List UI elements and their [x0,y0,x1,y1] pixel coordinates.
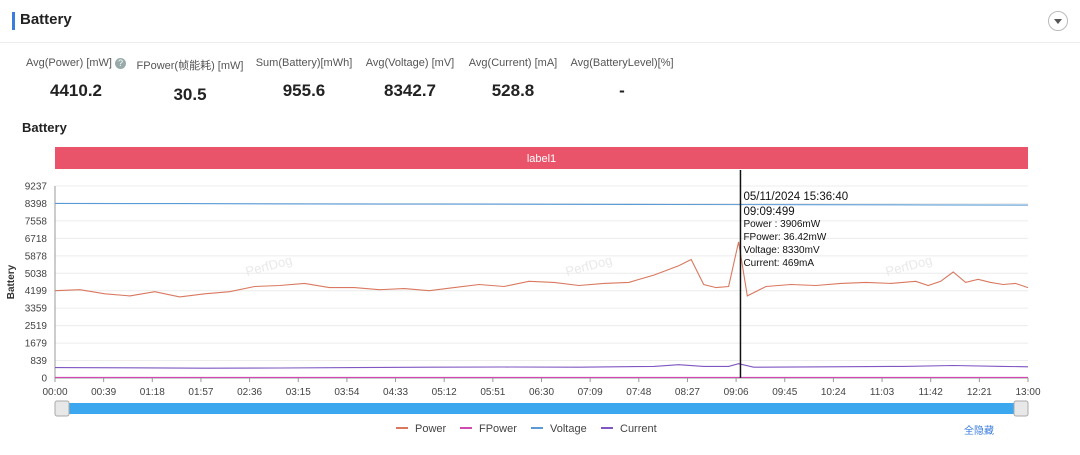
panel-header: Battery [0,0,1080,43]
hide-all-link[interactable]: 全隐藏 [964,426,994,437]
x-tick-label: 07:09 [578,387,603,398]
section-title: Battery [22,120,67,135]
x-tick-label: 08:27 [675,387,700,398]
series-line-voltage [54,202,1029,206]
y-tick-label: 5038 [25,269,48,280]
label-band[interactable] [55,147,1028,169]
series-line-current [54,363,1029,369]
stat-label: Avg(Power) [mW]? [16,57,136,69]
stat-label-text: Avg(Voltage) [mV] [365,57,455,69]
x-tick-label: 10:24 [821,387,846,398]
stat-3: Avg(Voltage) [mV] 8342.7 [350,57,470,101]
tooltip-line: Current: 469mA [743,258,814,269]
stat-label-text: Avg(BatteryLevel)[%] [570,57,674,69]
stat-value: 30.5 [173,85,207,104]
stat-value: 8342.7 [384,81,436,100]
x-tick-label: 11:42 [919,387,944,398]
stat-label-text: Sum(Battery)[mWh] [255,57,353,69]
range-slider-track[interactable] [63,403,1020,414]
x-tick-label: 03:54 [334,387,359,398]
x-tick-label: 13:00 [1015,387,1040,398]
stat-label: Avg(Current) [mA] [453,57,573,69]
stat-value: 4410.2 [50,81,102,100]
y-tick-label: 2519 [25,321,48,332]
y-tick-label: 0 [41,374,47,385]
stat-label: Sum(Battery)[mWh] [244,57,364,69]
y-tick-label: 8398 [25,199,48,210]
panel-title: Battery [20,11,72,28]
range-slider-handle-left[interactable] [54,400,70,417]
y-tick-label: 7558 [25,216,48,227]
y-tick-label: 9237 [25,182,48,193]
stat-label-text: Avg(Power) [mW] [26,57,112,69]
y-tick-label: 839 [30,356,47,367]
stat-1: FPower(帧能耗) [mW] 30.5 [130,57,250,105]
label-band-text: label1 [527,153,556,165]
stat-5: Avg(BatteryLevel)[%] - [562,57,682,101]
tooltip-line: Voltage: 8330mV [743,245,819,256]
series-line-power [54,241,1029,298]
x-tick-label: 01:57 [188,387,213,398]
x-tick-label: 01:18 [140,387,165,398]
header-accent-bar [12,12,15,30]
help-icon[interactable]: ? [114,57,126,69]
y-tick-label: 4199 [25,286,48,297]
legend-item-current[interactable]: Current [620,423,657,435]
x-tick-label: 05:51 [480,387,505,398]
y-tick-label: 1679 [25,339,48,350]
tooltip-line: 09:09:499 [743,206,794,218]
tooltip-line: 05/11/2024 15:36:40 [743,191,848,203]
tooltip-line: FPower: 36.42mW [743,232,826,243]
stat-label-text: FPower(帧能耗) [mW] [136,60,244,72]
stat-value: - [619,81,625,100]
x-tick-label: 00:39 [91,387,116,398]
x-tick-label: 11:03 [870,387,895,398]
y-tick-label: 6718 [25,234,48,245]
x-tick-label: 09:45 [772,387,797,398]
stat-4: Avg(Current) [mA] 528.8 [453,57,573,101]
legend-item-voltage[interactable]: Voltage [550,423,587,435]
y-axis-label: Battery [6,264,17,299]
x-tick-label: 07:48 [626,387,651,398]
x-tick-label: 09:06 [724,387,749,398]
x-tick-label: 02:36 [237,387,262,398]
x-tick-label: 04:33 [383,387,408,398]
stat-value: 955.6 [282,81,326,100]
stat-value: 528.8 [491,81,535,100]
x-tick-label: 05:12 [432,387,457,398]
legend-item-power[interactable]: Power [415,423,447,435]
stat-2: Sum(Battery)[mWh] 955.6 [244,57,364,101]
x-tick-label: 00:00 [42,387,67,398]
tooltip-line: Power : 3906mW [743,219,820,230]
chevron-down-icon [1054,19,1062,24]
stat-0: Avg(Power) [mW]? 4410.2 [16,57,136,101]
stat-label: Avg(Voltage) [mV] [350,57,470,69]
range-slider-handle-right[interactable] [1013,400,1029,417]
y-tick-label: 5878 [25,251,48,262]
stat-label: Avg(BatteryLevel)[%] [562,57,682,69]
legend-item-fpower[interactable]: FPower [479,423,517,435]
stat-label-text: Avg(Current) [mA] [468,57,558,69]
stat-label: FPower(帧能耗) [mW] [130,57,250,73]
x-tick-label: 03:15 [286,387,311,398]
y-tick-label: 3359 [25,304,48,315]
x-tick-label: 12:21 [967,387,992,398]
collapse-button[interactable] [1048,11,1068,31]
x-tick-label: 06:30 [529,387,554,398]
